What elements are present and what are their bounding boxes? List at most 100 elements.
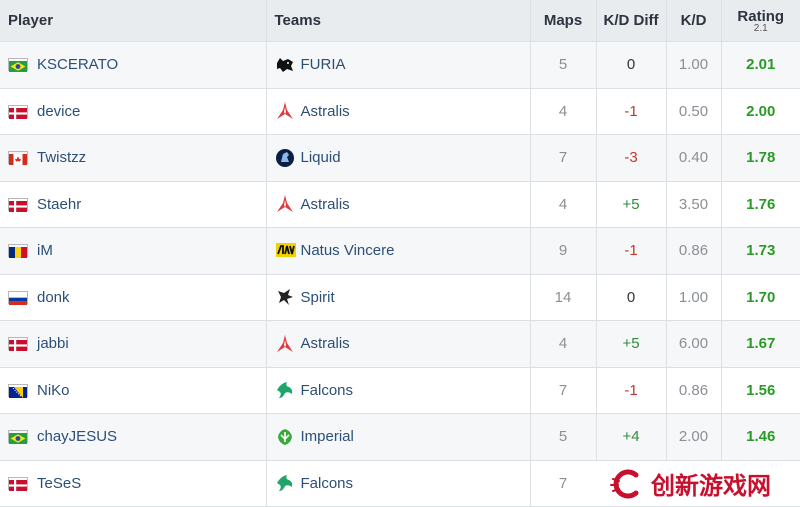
- player-name-link[interactable]: NiKo: [37, 382, 70, 399]
- maps-cell: 4: [530, 88, 596, 135]
- team-name-link[interactable]: Astralis: [301, 196, 350, 213]
- maps-cell: 7: [530, 135, 596, 182]
- table-row[interactable]: chayJESUS Imperial 5 +4 2.00 1.46: [0, 414, 800, 461]
- watermark-text: 创新游戏网: [651, 466, 771, 501]
- rating-cell: 2.00: [721, 88, 800, 135]
- header-rating[interactable]: Rating 2.1: [721, 0, 800, 42]
- table-row[interactable]: donk Spirit 14 0 1.00 1.70: [0, 274, 800, 321]
- table-row[interactable]: Twistzz Liquid 7 -3 0.40 1.78: [0, 135, 800, 182]
- falcons-icon: [275, 473, 295, 493]
- team-name-link[interactable]: Spirit: [301, 289, 335, 306]
- rating-cell: 1.78: [721, 135, 800, 182]
- watermark: 创新游戏网: [595, 461, 800, 506]
- kd-cell: 0.50: [666, 88, 721, 135]
- team-name-link[interactable]: Falcons: [301, 382, 354, 399]
- team-name-link[interactable]: Natus Vincere: [301, 242, 395, 259]
- team-cell: Astralis: [266, 88, 530, 135]
- player-name-link[interactable]: iM: [37, 242, 53, 259]
- rating-cell: 1.46: [721, 414, 800, 461]
- kd-diff-cell: 0: [596, 42, 666, 89]
- navi-icon: [275, 241, 295, 261]
- team-name-link[interactable]: Astralis: [301, 103, 350, 120]
- team-name-link[interactable]: Falcons: [301, 475, 354, 492]
- kd-cell: 2.00: [666, 414, 721, 461]
- player-name-link[interactable]: Twistzz: [37, 149, 86, 166]
- table-row[interactable]: NiKo Falcons 7 -1 0.86 1.56: [0, 367, 800, 414]
- team-cell: FURIA: [266, 42, 530, 89]
- flag-ro-icon: [8, 244, 28, 257]
- team-cell: Falcons: [266, 367, 530, 414]
- flag-dk-icon: [8, 198, 28, 211]
- flag-dk-icon: [8, 105, 28, 118]
- player-name-link[interactable]: donk: [37, 289, 70, 306]
- kd-diff-cell: -1: [596, 228, 666, 275]
- player-name-link[interactable]: jabbi: [37, 335, 69, 352]
- header-player[interactable]: Player: [0, 0, 266, 42]
- team-name-link[interactable]: FURIA: [301, 56, 346, 73]
- team-cell: Natus Vincere: [266, 228, 530, 275]
- header-kd[interactable]: K/D: [666, 0, 721, 42]
- player-cell: NiKo: [0, 367, 266, 414]
- team-name-link[interactable]: Imperial: [301, 428, 354, 445]
- flag-dk-icon: [8, 477, 28, 490]
- flag-ba-icon: [8, 384, 28, 397]
- kd-cell: 1.00: [666, 42, 721, 89]
- flag-ca-icon: [8, 151, 28, 164]
- flag-br-icon: [8, 430, 28, 443]
- header-teams[interactable]: Teams: [266, 0, 530, 42]
- table-row[interactable]: device Astralis 4 -1 0.50 2.00: [0, 88, 800, 135]
- kd-diff-cell: -3: [596, 135, 666, 182]
- header-kd-diff[interactable]: K/D Diff: [596, 0, 666, 42]
- kd-cell: 0.40: [666, 135, 721, 182]
- player-cell: jabbi: [0, 321, 266, 368]
- imperial-icon: [275, 427, 295, 447]
- table-row[interactable]: KSCERATO FURIA 5 0 1.00 2.01: [0, 42, 800, 89]
- header-rating-label: Rating: [737, 8, 784, 25]
- maps-cell: 4: [530, 181, 596, 228]
- player-name-link[interactable]: chayJESUS: [37, 428, 117, 445]
- header-rating-version: 2.1: [722, 24, 800, 34]
- rating-cell: 1.56: [721, 367, 800, 414]
- kd-diff-cell: -1: [596, 367, 666, 414]
- flag-ru-icon: [8, 291, 28, 304]
- kd-diff-cell: +5: [596, 321, 666, 368]
- player-name-link[interactable]: device: [37, 103, 80, 120]
- team-name-link[interactable]: Liquid: [301, 149, 341, 166]
- table-row[interactable]: iM Natus Vincere 9 -1 0.86 1.73: [0, 228, 800, 275]
- liquid-horse-icon: [275, 148, 295, 168]
- maps-cell: 14: [530, 274, 596, 321]
- brand-c-logo-icon: [609, 467, 645, 501]
- player-cell: Staehr: [0, 181, 266, 228]
- team-name-link[interactable]: Astralis: [301, 335, 350, 352]
- maps-cell: 5: [530, 42, 596, 89]
- kd-diff-cell: +5: [596, 181, 666, 228]
- table-row[interactable]: Staehr Astralis 4 +5 3.50 1.76: [0, 181, 800, 228]
- player-name-link[interactable]: KSCERATO: [37, 56, 118, 73]
- rating-cell: 1.76: [721, 181, 800, 228]
- astralis-star-icon: [275, 194, 295, 214]
- team-cell: Astralis: [266, 181, 530, 228]
- rating-cell: 2.01: [721, 42, 800, 89]
- kd-diff-cell: +4: [596, 414, 666, 461]
- maps-cell: 4: [530, 321, 596, 368]
- astralis-star-icon: [275, 334, 295, 354]
- kd-cell: 6.00: [666, 321, 721, 368]
- kd-diff-cell: 0: [596, 274, 666, 321]
- player-cell: KSCERATO: [0, 42, 266, 89]
- maps-cell: 7: [530, 460, 596, 507]
- flag-dk-icon: [8, 337, 28, 350]
- kd-cell: 0.86: [666, 228, 721, 275]
- player-cell: iM: [0, 228, 266, 275]
- flag-br-icon: [8, 58, 28, 71]
- header-row: Player Teams Maps K/D Diff K/D Rating 2.…: [0, 0, 800, 42]
- team-cell: Falcons: [266, 460, 530, 507]
- rating-cell: 1.67: [721, 321, 800, 368]
- header-maps[interactable]: Maps: [530, 0, 596, 42]
- player-name-link[interactable]: Staehr: [37, 196, 81, 213]
- falcons-icon: [275, 380, 295, 400]
- team-cell: Imperial: [266, 414, 530, 461]
- player-name-link[interactable]: TeSeS: [37, 475, 81, 492]
- player-cell: TeSeS: [0, 460, 266, 507]
- table-row[interactable]: jabbi Astralis 4 +5 6.00 1.67: [0, 321, 800, 368]
